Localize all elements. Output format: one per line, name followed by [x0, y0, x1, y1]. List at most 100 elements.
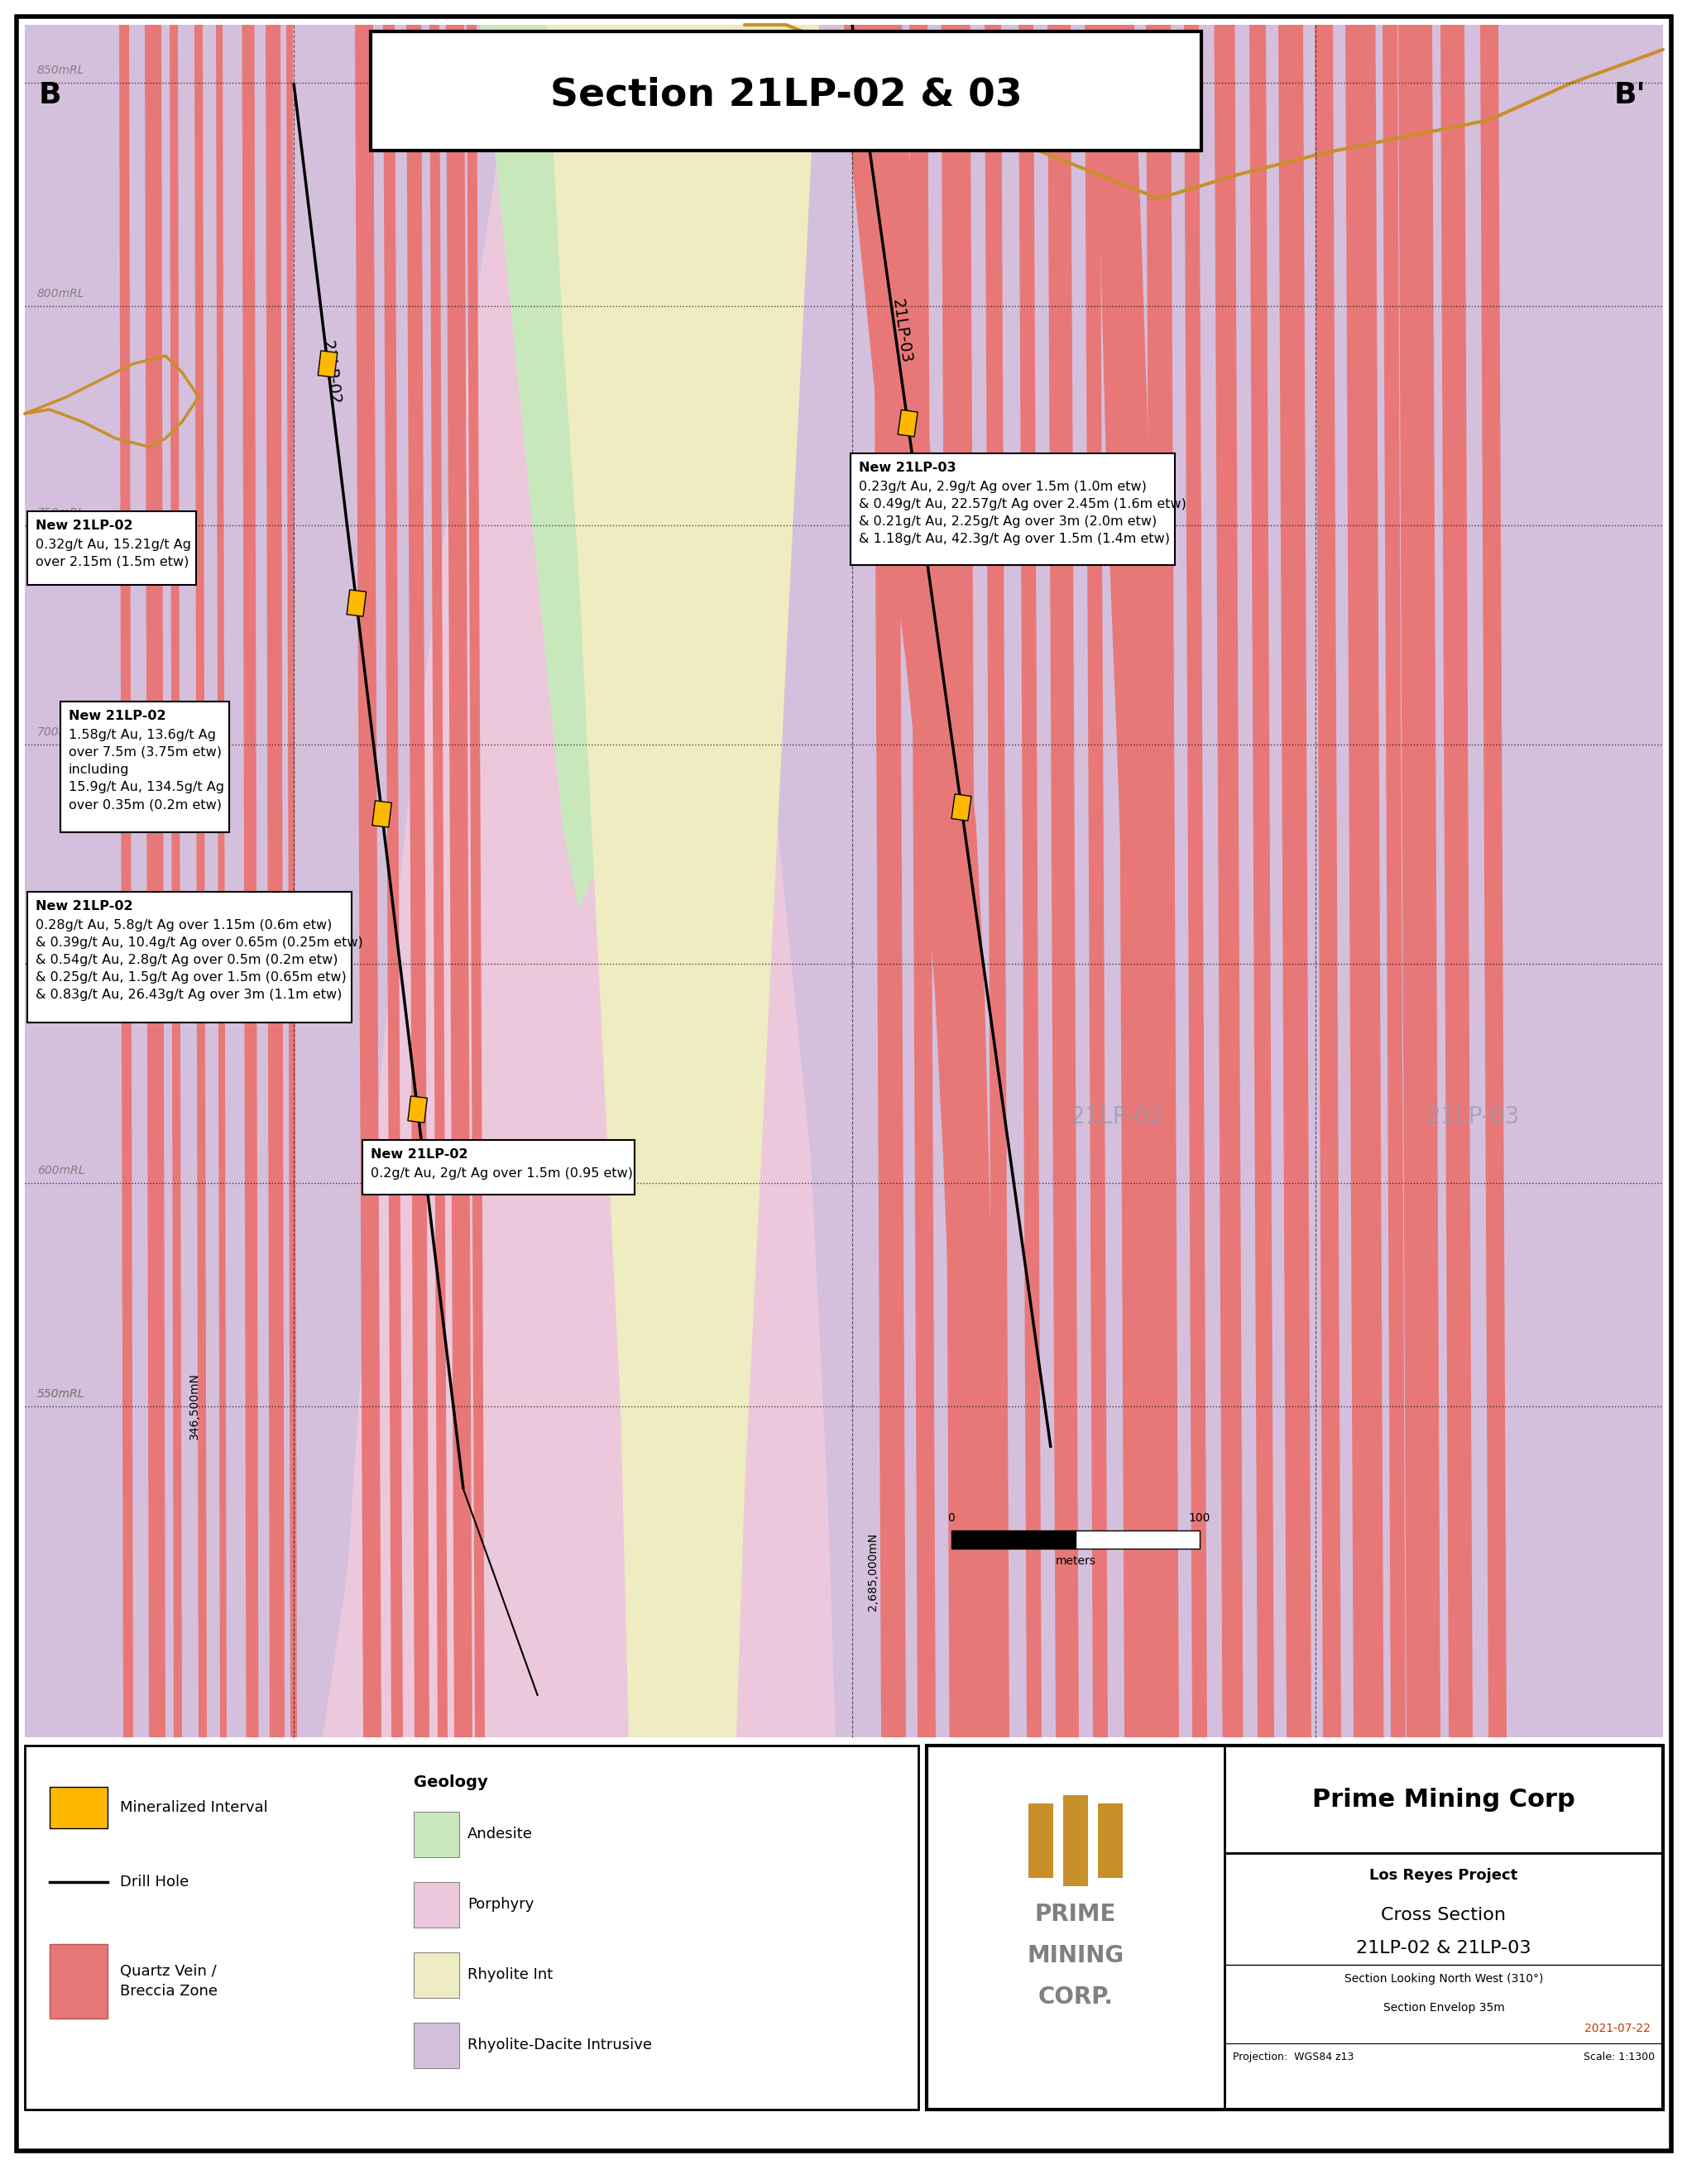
Bar: [1027, 1804, 1053, 1878]
Text: MINING: MINING: [1027, 1944, 1124, 1968]
Polygon shape: [194, 24, 208, 1736]
Polygon shape: [941, 24, 978, 1736]
Polygon shape: [120, 24, 133, 1736]
Text: 0.2g/t Au, 2g/t Ag over 1.5m (0.95 etw): 0.2g/t Au, 2g/t Ag over 1.5m (0.95 etw): [371, 1166, 633, 1179]
Polygon shape: [844, 24, 1000, 1736]
Polygon shape: [1248, 24, 1274, 1736]
Polygon shape: [1017, 24, 1041, 1736]
Polygon shape: [1479, 24, 1506, 1736]
Polygon shape: [872, 24, 906, 1736]
Polygon shape: [1382, 24, 1405, 1736]
Bar: [951, 795, 970, 821]
Polygon shape: [466, 24, 484, 1736]
Text: 600mRL: 600mRL: [37, 1164, 84, 1177]
Text: 0.32g/t Au, 15.21g/t Ag
over 2.15m (1.5m etw): 0.32g/t Au, 15.21g/t Ag over 2.15m (1.5m…: [35, 539, 191, 568]
Bar: [346, 590, 366, 616]
Polygon shape: [984, 24, 1009, 1736]
Text: Section 21LP-02 & 03: Section 21LP-02 & 03: [550, 76, 1022, 114]
Polygon shape: [241, 24, 258, 1736]
Polygon shape: [1355, 24, 1383, 1736]
Text: New 21LP-02: New 21LP-02: [35, 900, 133, 913]
Bar: [413, 1883, 459, 1928]
Text: 21LP-02: 21LP-02: [1070, 1105, 1162, 1129]
Polygon shape: [1115, 24, 1142, 1736]
Text: Section Looking North West (310°): Section Looking North West (310°): [1343, 1972, 1542, 1985]
FancyBboxPatch shape: [61, 701, 229, 832]
Polygon shape: [1085, 24, 1107, 1736]
Text: New 21LP-03: New 21LP-03: [859, 461, 955, 474]
Text: B: B: [39, 81, 61, 109]
Text: 21LP-03: 21LP-03: [1426, 1105, 1518, 1129]
Polygon shape: [1397, 24, 1422, 1736]
FancyBboxPatch shape: [27, 511, 196, 585]
Polygon shape: [265, 24, 285, 1736]
Text: New 21LP-02: New 21LP-02: [371, 1149, 467, 1160]
Text: 700mRL: 700mRL: [37, 727, 84, 738]
Text: CORP.: CORP.: [1038, 1985, 1113, 2009]
Text: 0.28g/t Au, 5.8g/t Ag over 1.15m (0.6m etw)
& 0.39g/t Au, 10.4g/t Ag over 0.65m : 0.28g/t Au, 5.8g/t Ag over 1.15m (0.6m e…: [35, 919, 363, 1000]
Text: 750mRL: 750mRL: [37, 507, 84, 520]
Bar: [897, 411, 918, 437]
Text: 21LP-02: 21LP-02: [319, 339, 342, 406]
Text: 550mRL: 550mRL: [37, 1389, 84, 1400]
Text: 0: 0: [948, 1511, 955, 1524]
Text: Drill Hole: Drill Hole: [120, 1874, 189, 1889]
Text: Mineralized Interval: Mineralized Interval: [120, 1800, 268, 1815]
Text: Cross Section: Cross Section: [1380, 1907, 1505, 1924]
Text: Geology: Geology: [413, 1773, 488, 1791]
Polygon shape: [1447, 24, 1473, 1736]
Bar: [25, 24, 1662, 1736]
Text: New 21LP-02: New 21LP-02: [35, 520, 133, 533]
Polygon shape: [407, 24, 428, 1736]
Bar: [951, 1531, 1075, 1548]
Polygon shape: [145, 24, 165, 1736]
Bar: [49, 1787, 108, 1828]
Text: Los Reyes Project: Los Reyes Project: [1368, 1867, 1517, 1883]
Bar: [49, 1944, 108, 2018]
Text: 100: 100: [1188, 1511, 1210, 1524]
Bar: [413, 2022, 459, 2068]
Text: 650mRL: 650mRL: [37, 946, 84, 957]
Text: 2021-07-22: 2021-07-22: [1584, 2022, 1650, 2033]
Text: Section Envelop 35m: Section Envelop 35m: [1382, 2003, 1503, 2014]
Text: 2,685,000mN: 2,685,000mN: [867, 1533, 879, 1612]
Polygon shape: [1213, 24, 1243, 1736]
FancyBboxPatch shape: [371, 31, 1201, 151]
Polygon shape: [479, 24, 678, 911]
Polygon shape: [445, 24, 472, 1736]
Polygon shape: [1314, 24, 1341, 1736]
Polygon shape: [428, 24, 447, 1736]
Text: meters: meters: [1054, 1555, 1095, 1566]
Text: Prime Mining Corp: Prime Mining Corp: [1312, 1787, 1574, 1811]
Bar: [408, 1096, 427, 1123]
Polygon shape: [909, 24, 935, 1736]
Bar: [25, 1745, 918, 2110]
Text: Quartz Vein /
Breccia Zone: Quartz Vein / Breccia Zone: [120, 1963, 218, 1998]
Polygon shape: [1145, 24, 1179, 1736]
FancyBboxPatch shape: [27, 891, 351, 1022]
Polygon shape: [1048, 24, 1078, 1736]
Polygon shape: [1439, 24, 1463, 1736]
Polygon shape: [322, 24, 835, 1736]
Text: 800mRL: 800mRL: [37, 288, 84, 299]
Text: Rhyolite Int: Rhyolite Int: [467, 1968, 553, 1983]
Text: 850mRL: 850mRL: [37, 66, 84, 76]
Bar: [1097, 1804, 1122, 1878]
Polygon shape: [547, 24, 818, 1736]
Polygon shape: [354, 24, 381, 1736]
Text: 1.58g/t Au, 13.6g/t Ag
over 7.5m (3.75m etw)
including
15.9g/t Au, 134.5g/t Ag
o: 1.58g/t Au, 13.6g/t Ag over 7.5m (3.75m …: [69, 729, 224, 810]
Text: Scale: 1:1300: Scale: 1:1300: [1582, 2051, 1653, 2062]
Polygon shape: [169, 24, 182, 1736]
Text: 21LP-02 & 21LP-03: 21LP-02 & 21LP-03: [1356, 1939, 1530, 1957]
Bar: [317, 352, 337, 378]
Text: Projection:  WGS84 z13: Projection: WGS84 z13: [1232, 2051, 1353, 2062]
Text: 550mRL: 550mRL: [37, 1389, 84, 1400]
Text: New 21LP-02: New 21LP-02: [69, 710, 165, 723]
Polygon shape: [1277, 24, 1311, 1736]
Text: Porphyry: Porphyry: [467, 1898, 533, 1911]
Bar: [413, 1952, 459, 1998]
FancyBboxPatch shape: [850, 454, 1174, 566]
Bar: [1063, 1795, 1088, 1887]
Polygon shape: [216, 24, 226, 1736]
Polygon shape: [1414, 24, 1439, 1736]
